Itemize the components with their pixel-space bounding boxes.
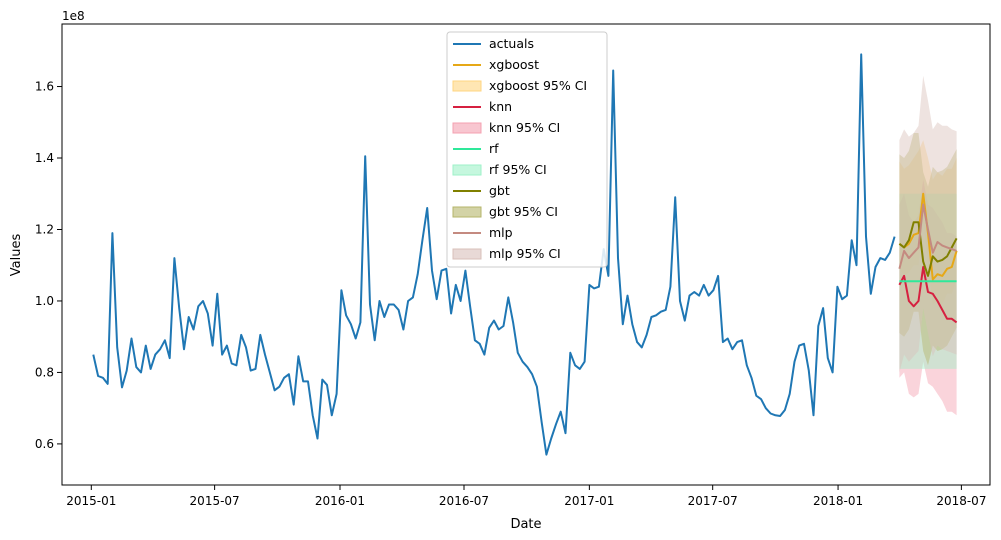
xgboost-95-ci-legend-label: xgboost 95% CI [489, 78, 587, 93]
mlp-ci-band [899, 75, 957, 373]
y-tick-label: 1.6 [35, 80, 54, 94]
xgboost-ci-band [899, 140, 957, 305]
mlp-95-ci-legend-swatch [452, 248, 482, 260]
rf-95-ci-legend-label: rf 95% CI [489, 162, 547, 177]
gbt-line [898, 221, 958, 277]
xgboost-95-ci-legend-swatch [452, 80, 482, 92]
legend-box [446, 31, 608, 268]
mlp-95-ci-legend-label: mlp 95% CI [489, 246, 561, 261]
y-tick-label: 0.6 [35, 437, 54, 451]
x-axis-label: Date [510, 517, 541, 532]
actuals-legend-label: actuals [489, 36, 534, 51]
rf-legend-label: rf [489, 141, 499, 156]
knn-legend-label: knn [489, 99, 512, 114]
knn-95-ci-legend-label: knn 95% CI [489, 120, 560, 135]
y-tick-label: 1.4 [35, 151, 54, 165]
confidence-bands [899, 75, 957, 416]
knn-95-ci-legend-swatch [452, 122, 482, 134]
legend: actuals xgboost xgboost 95% CI knn knn 95% C… [446, 31, 608, 268]
x-tick-label: 2015-07 [190, 494, 240, 508]
y-tick-label: 1.2 [35, 222, 54, 236]
knn-line [898, 266, 958, 324]
x-axis: 2015-01 2015-07 2016-01 2016-07 2017-01 2017-… [66, 485, 986, 508]
y-axis: 0.6 0.8 1.0 1.2 1.4 1.6 [35, 80, 62, 451]
series-lines [92, 53, 958, 456]
knn-ci-band [899, 179, 957, 416]
y-tick-label: 0.8 [35, 365, 54, 379]
actuals-line [92, 53, 896, 456]
x-tick-label: 2016-01 [315, 494, 365, 508]
x-tick-label: 2017-07 [688, 494, 738, 508]
x-tick-label: 2016-07 [439, 494, 489, 508]
xgboost-legend-label: xgboost [489, 57, 539, 72]
gbt-95-ci-legend-swatch [452, 206, 482, 218]
x-tick-label: 2015-01 [66, 494, 116, 508]
x-tick-label: 2018-07 [936, 494, 986, 508]
plot-frame [61, 23, 991, 486]
x-tick-label: 2017-01 [564, 494, 614, 508]
gbt-95-ci-legend-label: gbt 95% CI [489, 204, 558, 219]
rf-95-ci-legend-swatch [452, 164, 482, 176]
x-tick-label: 2018-01 [813, 494, 863, 508]
mlp-line [898, 203, 957, 270]
y-offset-label: 1e8 [62, 9, 85, 23]
y-tick-label: 1.0 [35, 294, 54, 308]
gbt-legend-label: gbt [489, 183, 510, 198]
mlp-legend-label: mlp [489, 225, 513, 240]
y-axis-label: Values [9, 234, 24, 277]
